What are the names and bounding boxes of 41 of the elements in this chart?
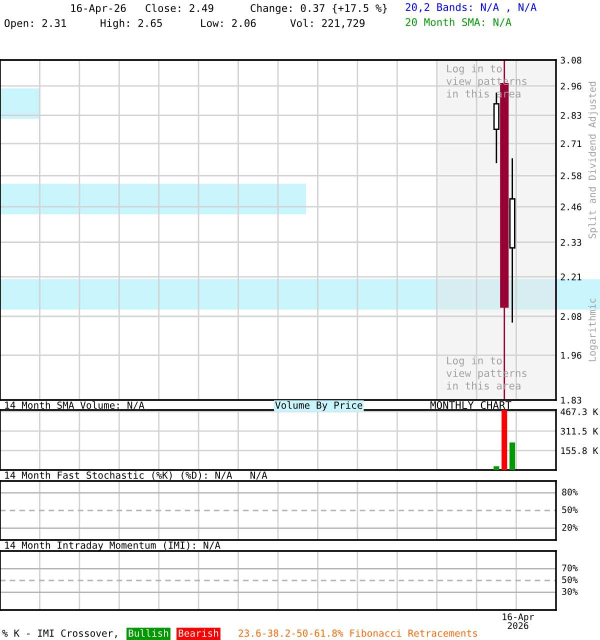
text: 20 Month SMA: N/A	[406, 18, 512, 27]
text: 70%	[562, 564, 578, 572]
text: Bearish	[178, 629, 218, 637]
text: Open: 2.31	[4, 19, 66, 30]
text: 20,2 Bands: N/A , N/A	[406, 2, 537, 12]
y-tick-label: 2.08	[560, 313, 582, 320]
text: 14 Month Intraday Momentum (IMI): N/A	[5, 541, 220, 551]
text: Volume By Price	[275, 401, 362, 411]
text: % K - IMI Crossover,	[2, 629, 117, 638]
text: 20%	[562, 524, 578, 531]
text: 30%	[562, 588, 578, 595]
text: High: 2.65	[100, 18, 162, 30]
y-tick-label: 2.83	[560, 112, 582, 119]
y-tick-label: 1.96	[561, 352, 582, 359]
text: 50%	[562, 506, 578, 514]
y-tick-label: 2.21	[560, 274, 582, 280]
text: 80%	[562, 488, 578, 496]
text: 16-Apr-26	[71, 4, 126, 14]
y-tick-label: 3.08	[560, 56, 582, 64]
annotation: Split and Dividend Adjusted	[588, 82, 598, 238]
text: Close: 2.49	[146, 4, 214, 12]
text: 23.6-38.2-50-61.8% Fibonacci Retracements	[238, 629, 478, 637]
y-tick-label: 2.58	[560, 172, 582, 180]
y-tick-label: 467.3 K	[560, 408, 598, 416]
y-tick-label: 2.33	[560, 239, 582, 246]
y-tick-label: 2.96	[560, 82, 582, 90]
y-tick-label: 2.71	[560, 140, 582, 148]
text: MONTHLY CHART	[430, 401, 512, 410]
chart-title: 14 Month SMA Volume: N/A	[5, 401, 144, 410]
y-tick-label: 311.5 K	[560, 428, 598, 435]
text: Low: 2.06	[201, 19, 256, 28]
text: Bullish	[128, 629, 168, 637]
y-tick-label: 1.83	[561, 396, 582, 404]
text: 16-Apr 2026	[502, 613, 534, 630]
text: Change: 0.37 {+17.5 %}	[250, 4, 387, 14]
text: Vol: 221,729	[290, 18, 365, 28]
annotation: Logarithmic	[588, 298, 598, 362]
y-tick-label: 2.46	[560, 204, 582, 210]
y-tick-label: 155.8 K	[561, 447, 598, 454]
text: 50%	[562, 576, 578, 584]
text: 14 Month Fast Stochastic (%K) (%D): N/A N/A	[5, 471, 268, 480]
